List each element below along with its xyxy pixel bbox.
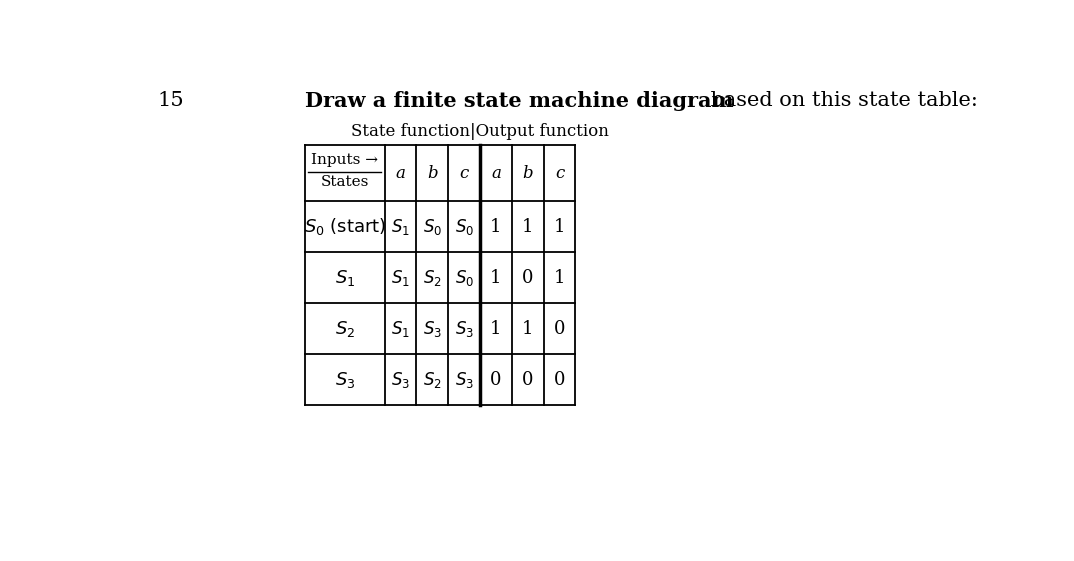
Text: $S_{1}$: $S_{1}$ bbox=[335, 268, 354, 288]
Text: 15: 15 bbox=[158, 91, 184, 110]
Text: 1: 1 bbox=[490, 218, 502, 236]
Text: 1: 1 bbox=[554, 269, 565, 287]
Text: $S_{3}$: $S_{3}$ bbox=[454, 370, 474, 390]
Text: $S_{0}$: $S_{0}$ bbox=[423, 217, 441, 237]
Text: $S_{2}$: $S_{2}$ bbox=[335, 319, 354, 339]
Text: $S_{2}$: $S_{2}$ bbox=[423, 268, 441, 288]
Text: $S_{0}$ (start): $S_{0}$ (start) bbox=[304, 216, 386, 237]
Text: based on this state table:: based on this state table: bbox=[705, 91, 978, 110]
Text: 0: 0 bbox=[522, 269, 534, 287]
Text: $S_{0}$: $S_{0}$ bbox=[454, 268, 474, 288]
Text: 0: 0 bbox=[554, 371, 565, 389]
Text: 1: 1 bbox=[490, 320, 502, 338]
Text: c: c bbox=[555, 164, 564, 182]
Text: $S_{1}$: $S_{1}$ bbox=[391, 217, 410, 237]
Text: 0: 0 bbox=[554, 320, 565, 338]
Text: State function|Output function: State function|Output function bbox=[351, 123, 609, 140]
Text: $S_{3}$: $S_{3}$ bbox=[335, 370, 355, 390]
Text: 1: 1 bbox=[554, 218, 565, 236]
Text: a: a bbox=[491, 164, 500, 182]
Text: 1: 1 bbox=[490, 269, 502, 287]
Text: $S_{1}$: $S_{1}$ bbox=[391, 319, 410, 339]
Text: $S_{0}$: $S_{0}$ bbox=[454, 217, 474, 237]
Text: c: c bbox=[460, 164, 468, 182]
Text: States: States bbox=[321, 175, 369, 189]
Text: $S_{3}$: $S_{3}$ bbox=[454, 319, 474, 339]
Text: Draw a finite state machine diagram: Draw a finite state machine diagram bbox=[305, 91, 734, 111]
Text: $S_{2}$: $S_{2}$ bbox=[423, 370, 441, 390]
Text: $S_{1}$: $S_{1}$ bbox=[391, 268, 410, 288]
Text: 1: 1 bbox=[522, 218, 534, 236]
Text: 0: 0 bbox=[522, 371, 534, 389]
Text: Inputs →: Inputs → bbox=[311, 153, 378, 167]
Text: $S_{3}$: $S_{3}$ bbox=[391, 370, 410, 390]
Text: a: a bbox=[395, 164, 406, 182]
Text: 0: 0 bbox=[490, 371, 502, 389]
Text: $S_{3}$: $S_{3}$ bbox=[423, 319, 441, 339]
Text: b: b bbox=[427, 164, 438, 182]
Text: b: b bbox=[522, 164, 533, 182]
Text: 1: 1 bbox=[522, 320, 534, 338]
